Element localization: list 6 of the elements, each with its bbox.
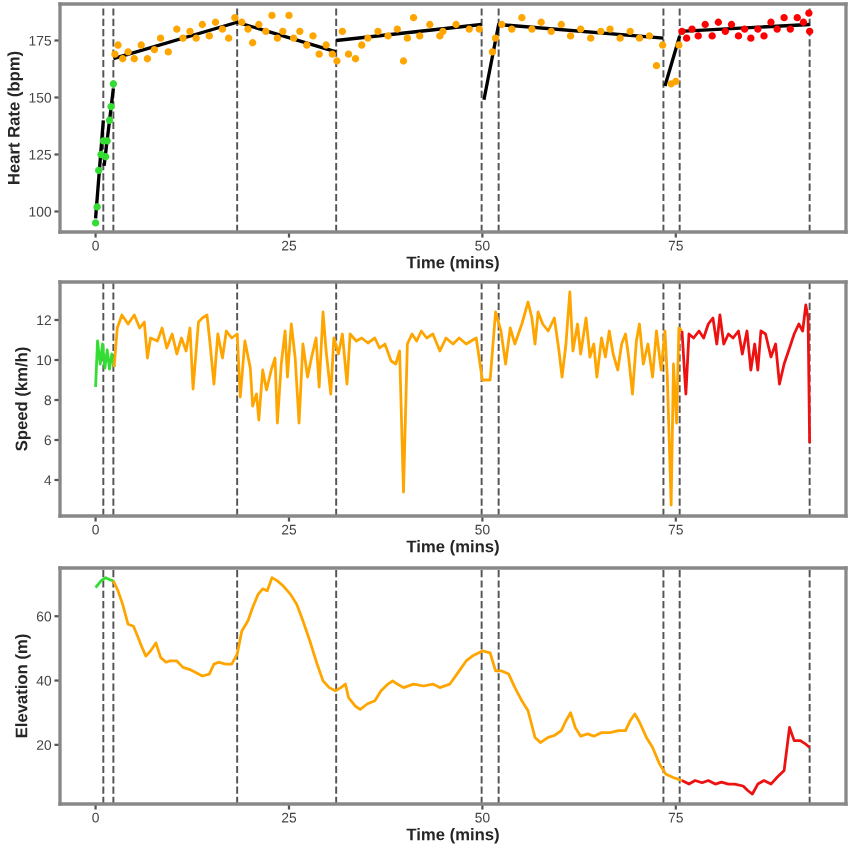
x-axis-title: Time (mins): [406, 828, 499, 844]
x-axis-title: Time (mins): [406, 256, 499, 272]
x-axis-title: Time (mins): [406, 540, 499, 556]
y-axis-title: Speed (km/h): [15, 347, 31, 451]
y-axis-title: Elevation (m): [15, 634, 31, 738]
y-axis-title: Heart Rate (bpm): [7, 51, 23, 185]
